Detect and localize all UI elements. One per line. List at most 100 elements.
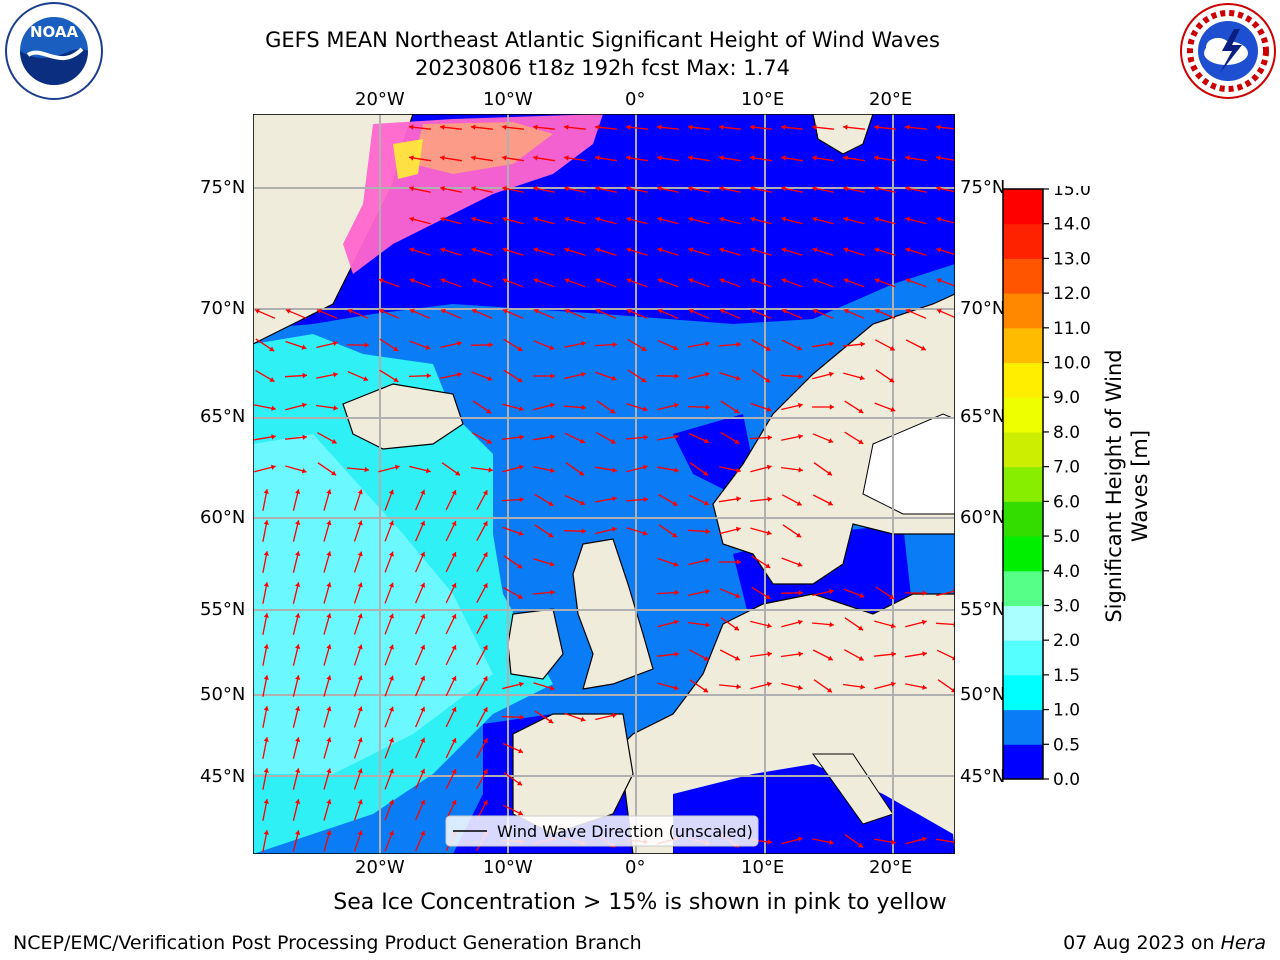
wind-arrow-head: [564, 155, 569, 161]
wind-arrow-head: [735, 593, 741, 599]
wind-arrow-head: [388, 551, 394, 557]
colorbar-swatch: [1003, 466, 1043, 502]
wind-arrow-head: [518, 748, 523, 754]
wind-arrow-head: [455, 470, 460, 476]
wind-arrow-head: [357, 613, 363, 619]
wind-arrow-head: [874, 278, 880, 284]
lat-label-left-70n: 70°N: [200, 298, 246, 319]
great-britain-land: [572, 538, 654, 690]
sea-ice-note: Sea Ice Concentration > 15% is shown in …: [333, 890, 947, 915]
wind-arrow-head: [549, 561, 555, 567]
wind-arrow-head: [688, 216, 694, 222]
wind-arrow-head: [581, 371, 586, 378]
wind-arrow-head: [750, 247, 756, 253]
map-title-line2: 20230806 t18z 192h fcst Max: 1.74: [415, 56, 790, 80]
wind-arrow-head: [580, 500, 585, 506]
colorbar-tick-label: 7.0: [1053, 458, 1080, 478]
nws-logo: [1180, 3, 1276, 99]
wind-arrow-head: [518, 464, 524, 470]
wind-arrow-head: [409, 247, 415, 253]
wind-arrow-head: [388, 768, 394, 774]
wind-arrow-head: [610, 408, 616, 414]
wind-arrow-head: [766, 681, 772, 687]
colorbar-label-line2: Waves [m]: [1128, 429, 1152, 543]
wind-arrow-head: [736, 684, 741, 690]
wind-arrow-head: [333, 372, 338, 378]
wind-arrow-head: [905, 278, 911, 284]
wind-arrow-head: [736, 559, 741, 565]
wind-arrow-head: [767, 434, 772, 441]
wind-arrow-head: [703, 655, 709, 661]
wind-arrow-head: [674, 467, 679, 473]
wind-arrow-head: [719, 308, 725, 314]
low-wave-region-norwegian: [673, 414, 753, 494]
wind-arrow-head: [502, 247, 508, 253]
wind-arrow-head: [451, 521, 457, 527]
wind-arrow-head: [295, 489, 301, 494]
wind-arrow-head: [295, 644, 301, 649]
wind-arrow-head: [502, 308, 508, 314]
wind-arrow-head: [549, 685, 555, 691]
wind-arrow-head: [641, 346, 647, 351]
wind-arrow-head: [874, 124, 879, 130]
wind-arrow-head: [420, 644, 426, 650]
wind-arrow-head: [295, 675, 301, 680]
wind-arrow-head: [440, 247, 446, 253]
wind-arrow-head: [719, 186, 724, 192]
colorbar-tick-label: 8.0: [1053, 423, 1080, 443]
wind-arrow-head: [610, 439, 616, 444]
wind-arrow-head: [326, 613, 332, 619]
wind-arrow-head: [921, 619, 927, 625]
wind-arrow-head: [905, 308, 911, 314]
colorbar-swatch: [1003, 674, 1043, 711]
wind-arrow-head: [905, 124, 910, 130]
wind-arrow-head: [550, 373, 555, 379]
wind-arrow-head: [451, 707, 457, 713]
wind-arrow-head: [921, 836, 927, 842]
wind-arrow-head: [263, 768, 269, 773]
wind-arrow-head: [388, 675, 394, 681]
wind-arrow-head: [766, 406, 772, 412]
wind-arrow-head: [750, 124, 755, 130]
wind-arrow-head: [388, 830, 394, 836]
wind-arrow-head: [611, 375, 617, 381]
wind-arrow-head: [890, 623, 896, 629]
wind-arrow-head: [326, 489, 332, 495]
wind-arrow-head: [263, 489, 269, 494]
colorbar-swatch: [1003, 223, 1043, 259]
wind-arrow-head: [263, 706, 269, 711]
wind-arrow-head: [936, 308, 942, 314]
noaa-logo: NOAA: [5, 2, 103, 100]
wind-arrow-head: [827, 655, 833, 661]
wind-arrow-head: [798, 684, 803, 691]
colorbar-swatch: [1003, 709, 1043, 745]
lat-label-right-55n: 55°N: [960, 599, 1006, 620]
wind-arrow-head: [331, 470, 337, 476]
noaa-logo-text: NOAA: [30, 23, 79, 41]
wind-arrow-head: [486, 438, 492, 444]
lon-label-top-20e: 20°E: [869, 89, 913, 110]
wind-arrow-head: [767, 839, 772, 845]
colorbar-tick-label: 11.0: [1053, 319, 1091, 339]
wind-arrow-head: [409, 155, 414, 161]
wind-arrow-head: [471, 186, 476, 192]
wind-arrow-head: [798, 651, 803, 657]
wind-arrow-head: [936, 186, 941, 192]
wind-arrow-head: [705, 589, 710, 595]
wind-arrow-head: [673, 345, 678, 351]
wind-arrow-head: [357, 830, 363, 836]
wind-arrow-head: [420, 551, 426, 557]
wind-arrow-head: [388, 613, 394, 619]
wind-arrow-head: [533, 278, 539, 284]
wind-arrow-head: [858, 842, 863, 848]
wind-arrow-head: [672, 532, 678, 538]
wind-arrow-head: [705, 404, 710, 410]
colorbar-swatch: [1003, 570, 1043, 606]
wind-arrow-head: [797, 561, 803, 567]
wind-arrow-head: [388, 644, 394, 650]
wind-arrow-head: [905, 247, 911, 253]
colorbar-tick-label: 15.0: [1053, 186, 1091, 200]
wind-arrow-head: [843, 216, 849, 222]
wind-arrow-head: [564, 247, 570, 253]
wind-arrow-head: [905, 186, 910, 192]
